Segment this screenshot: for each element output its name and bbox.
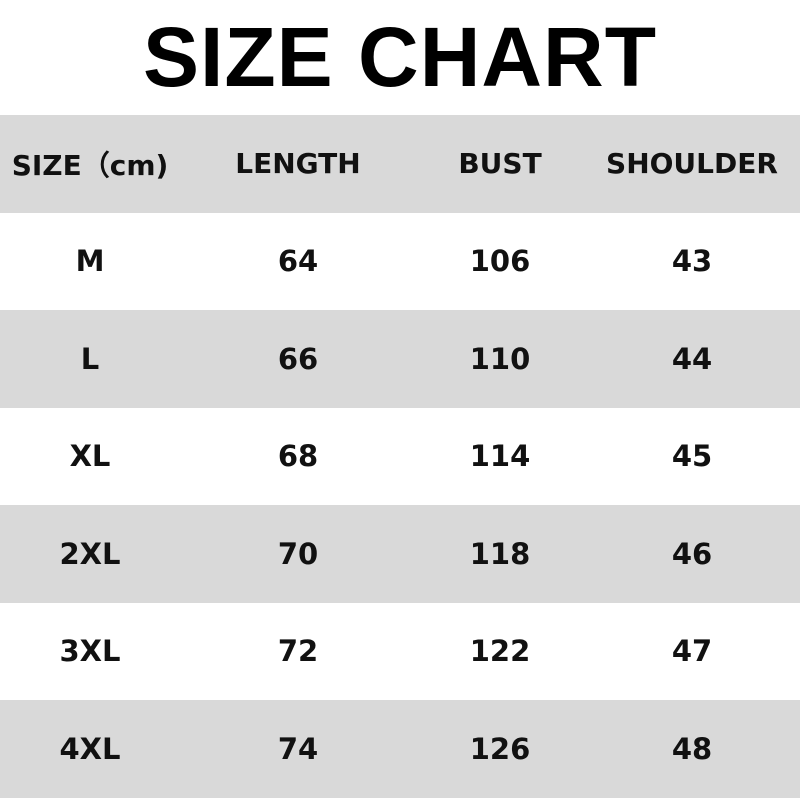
table-header: SIZE（cm) LENGTH BUST SHOULDER <box>0 115 800 213</box>
cell-bust: 118 <box>469 536 531 571</box>
table-row: 2XL 70 118 46 <box>0 505 800 603</box>
table-row: M 64 106 43 <box>0 213 800 311</box>
table-row: XL 68 114 45 <box>0 408 800 506</box>
cell-bust: 106 <box>469 244 531 279</box>
cell-shoulder: 43 <box>671 244 713 279</box>
size-table: SIZE（cm) LENGTH BUST SHOULDER M 64 106 43 L 6… <box>0 115 800 798</box>
header-length: LENGTH <box>235 147 361 181</box>
cell-bust: 110 <box>469 341 531 376</box>
table-row: 3XL 72 122 47 <box>0 603 800 701</box>
header-bust: BUST <box>458 147 542 181</box>
cell-size: XL <box>69 439 111 474</box>
cell-length: 74 <box>277 731 319 766</box>
cell-length: 64 <box>277 244 319 279</box>
cell-length: 68 <box>277 439 319 474</box>
cell-size: M <box>75 244 105 279</box>
cell-shoulder: 47 <box>671 634 713 669</box>
cell-shoulder: 48 <box>671 731 713 766</box>
cell-length: 72 <box>277 634 319 669</box>
page-title: SIZE CHART <box>143 10 657 104</box>
cell-bust: 122 <box>469 634 531 669</box>
cell-shoulder: 46 <box>671 536 713 571</box>
cell-size: 3XL <box>59 634 121 669</box>
cell-bust: 114 <box>469 439 531 474</box>
table-row: L 66 110 44 <box>0 310 800 408</box>
cell-length: 70 <box>277 536 319 571</box>
cell-shoulder: 44 <box>671 341 713 376</box>
table-row: 4XL 74 126 48 <box>0 700 800 798</box>
header-size: SIZE（cm) <box>11 148 169 182</box>
cell-size: L <box>80 341 100 376</box>
cell-length: 66 <box>277 341 319 376</box>
cell-size: 2XL <box>59 536 121 571</box>
header-shoulder: SHOULDER <box>606 147 778 181</box>
cell-bust: 126 <box>469 731 531 766</box>
cell-shoulder: 45 <box>671 439 713 474</box>
cell-size: 4XL <box>59 731 121 766</box>
